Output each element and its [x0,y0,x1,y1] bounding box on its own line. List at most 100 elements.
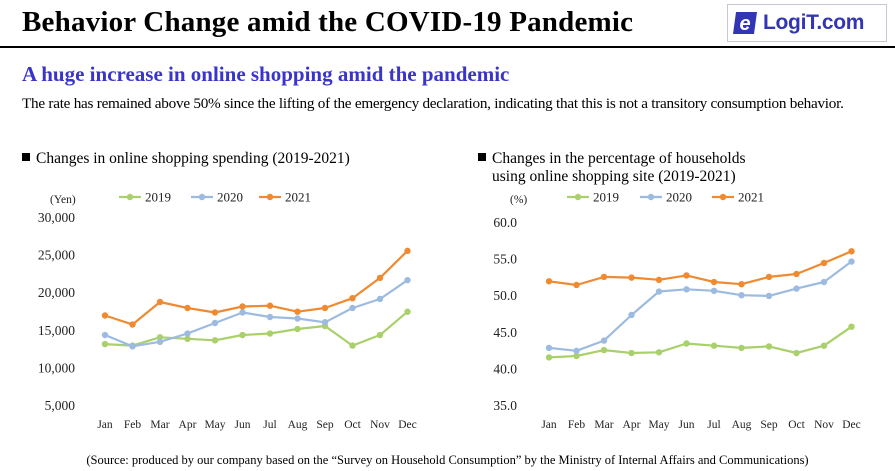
c2-point-2021 [628,274,635,281]
c1-point-2021 [266,302,274,309]
c2-x-tick-label: Jan [541,419,557,431]
c1-legend-label-2021: 2021 [285,190,311,205]
c1-x-tick-label: Mar [150,419,169,431]
c1-point-2019 [376,331,384,339]
c2-point-2019 [655,349,663,356]
section-subtitle: A huge increase in online shopping amid … [22,62,510,86]
c2-point-2021 [655,276,663,284]
c1-x-tick-label: Oct [344,419,361,431]
c2-x-tick-label: Jul [707,419,720,431]
c2-y-tick-label: 55.0 [493,252,517,267]
c2-legend-label-2019: 2019 [593,190,619,205]
c2-point-2021 [848,248,855,255]
logo-e-mark: e [731,8,761,38]
c2-y-tick-label: 60.0 [493,215,517,230]
c1-point-2020 [239,309,246,316]
c2-series-line-2019 [548,325,853,359]
c2-x-tick-label: Nov [814,419,834,431]
c1-point-2021 [404,247,411,255]
c1-point-2019 [101,340,109,348]
c1-point-2019 [211,337,219,344]
c1-point-2021 [129,321,136,328]
page-title: Behavior Change amid the COVID-19 Pandem… [22,6,634,38]
c2-point-2021 [573,281,580,289]
c1-point-2020 [404,276,411,284]
c1-x-tick-label: Apr [179,419,197,431]
c1-x-tick-label: Feb [124,419,142,431]
c2-point-2020 [628,311,635,319]
c2-point-2019 [848,323,855,330]
c1-x-tick-label: Jun [235,419,251,431]
c1-point-2019 [294,325,301,333]
section-description: The rate has remained above 50% since th… [22,95,844,112]
c2-point-2021 [820,259,828,267]
c1-y-tick-label: 10,000 [38,360,75,375]
bullet-icon [478,153,486,161]
c2-point-2021 [545,278,553,285]
c2-legend-marker-2021 [719,193,727,201]
c2-unit-label: (%) [510,194,527,206]
c2-y-tick-label: 35.0 [493,398,517,413]
c1-point-2020 [156,338,164,346]
c2-point-2021 [738,281,745,288]
c1-point-2021 [156,298,164,306]
c1-point-2020 [211,319,219,327]
c2-point-2020 [710,287,718,295]
c2-point-2019 [765,343,773,350]
c1-legend-marker-2020 [198,193,206,201]
c1-point-2020 [321,319,329,326]
c1-y-tick-label: 30,000 [38,210,75,225]
c2-x-tick-label: Aug [732,419,752,431]
c1-point-2020 [294,315,301,322]
c2-point-2021 [600,273,608,281]
c1-series-line-2021 [104,250,409,326]
c2-point-2020 [545,344,553,352]
c2-point-2021 [765,273,773,281]
c2-legend-marker-2020 [647,193,655,201]
header-divider [0,46,895,48]
c1-point-2021 [211,309,219,316]
c2-legend-label-2020: 2020 [666,190,692,205]
c2-point-2019 [545,354,553,361]
c2-point-2020 [738,292,745,299]
elogit-logo[interactable]: e LogiT.com [727,4,887,42]
c1-series-line-2020 [104,279,409,348]
c1-point-2019 [184,335,191,342]
c1-point-2021 [184,304,191,312]
c1-point-2020 [266,313,274,321]
c2-x-tick-label: Oct [788,419,805,431]
c1-x-tick-label: Sep [316,419,334,431]
c1-point-2019 [349,342,356,349]
c1-y-tick-label: 25,000 [38,248,75,263]
c2-point-2019 [820,342,828,349]
c2-x-tick-label: Dec [842,419,861,431]
c2-y-tick-label: 45.0 [493,325,517,340]
c2-x-tick-label: Jun [679,419,695,431]
c1-x-tick-label: Jan [97,419,113,431]
c1-point-2020 [376,295,384,303]
c1-x-tick-label: Nov [370,419,390,431]
c1-point-2020 [101,331,109,339]
c1-point-2021 [294,308,301,315]
c2-point-2019 [600,346,608,354]
c2-series-line-2020 [548,260,853,352]
c2-point-2019 [573,352,580,360]
c1-y-tick-label: 5,000 [45,398,76,413]
c1-y-tick-label: 20,000 [38,285,75,300]
c1-series-line-2019 [104,310,409,347]
c2-point-2019 [710,342,718,349]
c2-point-2019 [683,340,690,347]
logo-text: LogiT.com [763,11,865,34]
c1-point-2020 [129,343,136,350]
c2-point-2021 [683,272,690,279]
c2-point-2020 [848,258,855,265]
svg-text:e: e [739,13,750,35]
c1-x-tick-label: Jul [263,419,276,431]
source-note: (Source: produced by our company based o… [86,453,809,467]
c2-point-2019 [793,349,800,357]
c1-point-2019 [156,334,164,341]
c2-point-2021 [710,278,718,286]
c2-y-tick-label: 50.0 [493,288,517,303]
c1-point-2021 [101,312,109,319]
